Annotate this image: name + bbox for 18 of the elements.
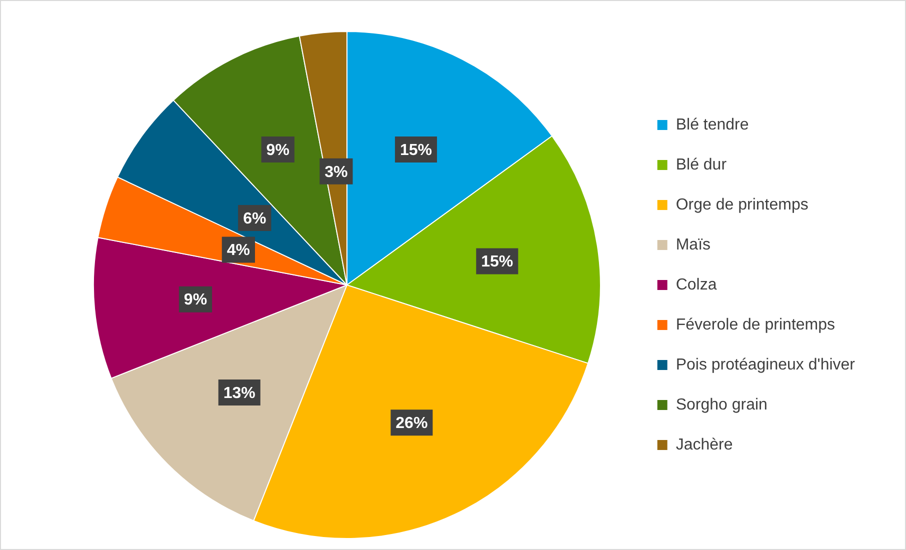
- data-label: 15%: [400, 142, 432, 159]
- data-label: 13%: [223, 384, 256, 402]
- legend-label: Maïs: [676, 236, 711, 254]
- data-label: 6%: [243, 210, 266, 228]
- data-label: 15%: [481, 254, 514, 271]
- legend-label: Féverole de printemps: [676, 316, 836, 334]
- legend-label: Blé tendre: [676, 116, 749, 134]
- legend-label: Orge de printemps: [676, 196, 808, 214]
- legend-label: Pois protéagineux d'hiver: [676, 356, 856, 374]
- data-label: 4%: [226, 242, 250, 260]
- legend-label: Colza: [676, 276, 717, 294]
- data-label: 9%: [184, 292, 208, 309]
- legend-label: Jachère: [676, 436, 733, 454]
- legend-label: Sorgho grain: [676, 396, 768, 414]
- data-label: 9%: [266, 142, 290, 159]
- legend-label: Blé dur: [676, 156, 728, 174]
- data-label: 26%: [396, 415, 428, 432]
- data-label: 3%: [324, 164, 348, 181]
